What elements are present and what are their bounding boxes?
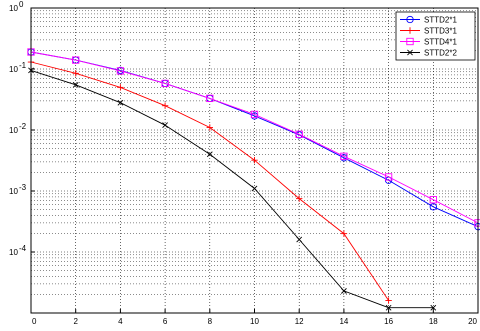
y-tick-exponent: 0 [19, 0, 24, 9]
series-line [30, 51, 479, 224]
marker-square [295, 130, 303, 138]
marker-circle [406, 15, 414, 24]
x-tick-label: 20 [468, 317, 477, 326]
y-tick-exponent: -1 [19, 61, 27, 70]
marker-x [385, 304, 392, 311]
y-tick-label: 10 [9, 65, 18, 74]
y-tick-exponent: -3 [19, 183, 27, 192]
x-tick-label: 0 [32, 317, 37, 326]
y-tick-label: 10 [9, 126, 18, 135]
marker-square [384, 173, 393, 181]
marker-square [340, 152, 348, 160]
x-tick-label: 18 [429, 317, 438, 326]
x-tick-label: 10 [250, 317, 259, 326]
marker-x [117, 99, 124, 106]
marker-x [341, 288, 347, 294]
series-sttd4-1 [27, 48, 480, 227]
marker-square [206, 94, 214, 103]
x-tick-label: 4 [118, 317, 123, 326]
legend-label: STTD2*2 [424, 49, 457, 58]
y-tick-label: 10 [9, 248, 18, 257]
legend: STTD2*1 STTD3*1 STTD4*1 STTD2*2 [395, 11, 476, 61]
marker-square [250, 110, 259, 119]
y-tick-exponent: -2 [19, 122, 27, 131]
legend-label: STTD4*1 [424, 38, 457, 47]
y-tick-label: 10 [9, 4, 18, 13]
marker-circle [429, 203, 437, 211]
x-tick-label: 6 [163, 317, 168, 326]
y-tick-exponent: -4 [19, 244, 27, 253]
marker-square [72, 56, 80, 64]
marker-x [206, 151, 213, 158]
x-tick-label: 16 [384, 317, 393, 326]
marker-square [116, 67, 125, 75]
series-line [30, 69, 434, 309]
x-tick-label: 14 [339, 317, 348, 326]
marker-x [430, 304, 437, 311]
marker-x [296, 236, 303, 243]
marker-x [407, 49, 413, 56]
marker-square [429, 196, 437, 204]
legend-label: STTD3*1 [424, 27, 457, 36]
marker-square [406, 37, 414, 46]
marker-x [72, 81, 79, 88]
marker-square [161, 79, 169, 88]
series-lines [27, 48, 480, 311]
marker-x [162, 122, 168, 129]
x-tick-label: 8 [208, 317, 213, 326]
series-sttd3-1 [27, 58, 392, 304]
x-tick-label: 2 [73, 317, 78, 326]
legend-label: STTD2*1 [424, 16, 457, 25]
marker-x [251, 185, 258, 192]
x-tick-label: 12 [295, 317, 304, 326]
y-tick-label: 10 [9, 187, 18, 196]
